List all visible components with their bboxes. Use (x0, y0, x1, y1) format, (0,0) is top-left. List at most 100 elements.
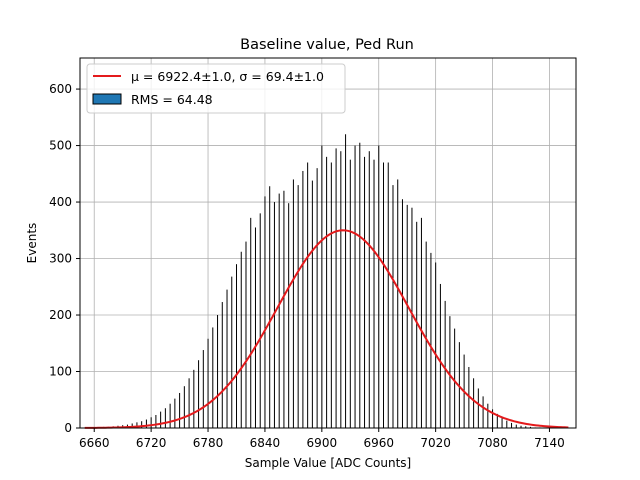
histogram-bar (435, 262, 437, 428)
histogram-bar (193, 369, 195, 428)
x-tick-label: 6960 (363, 436, 394, 450)
histogram-bar (217, 315, 219, 428)
histogram-bar (473, 378, 475, 428)
histogram-bar (401, 199, 403, 428)
legend-fit-label: μ = 6922.4±1.0, σ = 69.4±1.0 (131, 69, 324, 84)
histogram-bar (383, 162, 385, 428)
x-tick-label: 6780 (193, 436, 224, 450)
histogram-bar (340, 151, 342, 428)
histogram-bar (183, 386, 185, 428)
histogram-bar (416, 221, 418, 428)
histogram-bar (425, 241, 427, 428)
histogram-bar (164, 408, 166, 428)
histogram-bar (392, 185, 394, 428)
histogram-bar (297, 185, 299, 428)
histogram-bar (131, 423, 133, 428)
histogram-bars (93, 134, 541, 429)
histogram-bar (487, 403, 489, 428)
plot-area (79, 57, 577, 429)
histogram-bar (411, 207, 413, 428)
histogram-bar (174, 398, 176, 428)
histogram-bar (345, 134, 347, 429)
histogram-bar (373, 159, 375, 428)
x-tick-label: 7140 (534, 436, 565, 450)
histogram-bar (364, 156, 366, 428)
histogram-bar (150, 417, 152, 428)
histogram-bar (245, 241, 247, 428)
y-tick-label: 300 (49, 252, 72, 266)
histogram-bar (439, 283, 441, 428)
histogram-bar (236, 264, 238, 428)
histogram-bar (283, 190, 285, 428)
histogram-bar (264, 196, 266, 428)
histogram-bar (496, 413, 498, 428)
histogram-bar (321, 145, 323, 428)
histogram-bar (250, 217, 252, 428)
legend-box (86, 63, 346, 114)
y-tick-label: 100 (49, 365, 72, 379)
x-tick-label: 6720 (136, 436, 167, 450)
histogram-bar (430, 252, 432, 428)
histogram-bar (307, 162, 309, 428)
histogram-bar (420, 217, 422, 428)
histogram-bar (316, 168, 318, 429)
histogram-bar (492, 409, 494, 428)
histogram-bar (278, 193, 280, 428)
x-tick-label: 7020 (420, 436, 451, 450)
gaussian-fit-curve (84, 229, 569, 429)
y-tick-label: 0 (64, 421, 72, 435)
y-tick-label: 600 (49, 82, 72, 96)
histogram-bar (141, 421, 143, 428)
histogram-bar (368, 151, 370, 428)
y-tick-label: 200 (49, 308, 72, 322)
histogram-bar (406, 204, 408, 428)
histogram-bar (254, 227, 256, 428)
histogram-bar (449, 316, 451, 428)
histogram-bar (179, 392, 181, 428)
histogram-bar (520, 425, 522, 428)
histogram-bar (188, 378, 190, 428)
histogram-bar (302, 170, 304, 428)
chart-title: Baseline value, Ped Run (240, 37, 414, 53)
histogram-bar (454, 328, 456, 428)
histogram-bar (292, 179, 294, 428)
x-axis-label: Sample Value [ADC Counts] (245, 456, 411, 470)
histogram-bar (506, 420, 508, 428)
plot-frame (79, 57, 577, 429)
histogram-bar (221, 302, 223, 428)
histogram-bar (477, 388, 479, 428)
x-tick-label: 6660 (79, 436, 110, 450)
histogram-bar (269, 186, 271, 428)
histogram-bar (160, 411, 162, 428)
histogram-bar (378, 145, 380, 428)
histogram-bar (259, 213, 261, 428)
histogram-bar (136, 422, 138, 428)
histogram-bar (198, 360, 200, 428)
histogram-bar (335, 148, 337, 428)
y-tick-label: 400 (49, 195, 72, 209)
histogram-bar (288, 203, 290, 428)
histogram-bar (387, 162, 389, 428)
histogram-bar (501, 417, 503, 428)
legend-histogram-label: RMS = 64.48 (131, 92, 213, 107)
histogram-bar (145, 419, 147, 428)
histogram-bar (212, 327, 214, 428)
histogram-bar (511, 422, 513, 428)
histogram-bar (330, 162, 332, 428)
x-axis: 6660 6720 6780 6840 6900 6960 7020 7080 7140 (79, 428, 565, 450)
histogram-bar (240, 251, 242, 428)
legend-histogram-swatch (92, 93, 122, 105)
x-tick-label: 7080 (477, 436, 508, 450)
histogram-bar (444, 300, 446, 428)
histogram-bar (202, 350, 204, 428)
histogram-bar (226, 289, 228, 428)
histogram-bar (169, 403, 171, 428)
histogram-bar (359, 142, 361, 428)
histogram-bar (326, 156, 328, 428)
histogram-bar (231, 276, 233, 428)
histogram-bar (311, 180, 313, 428)
histogram-bar (349, 159, 351, 428)
histogram-bar (207, 338, 209, 428)
histogram-bar (397, 179, 399, 428)
